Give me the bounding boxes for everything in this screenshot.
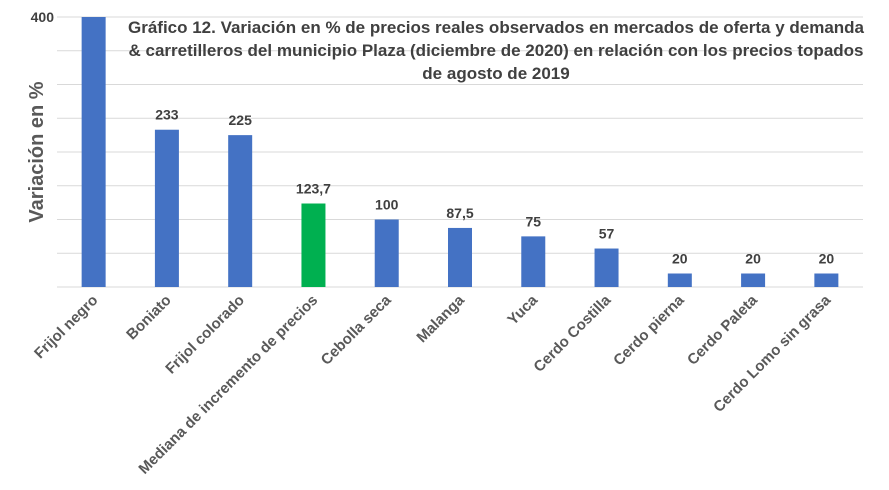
x-tick-label: Cebolla seca <box>318 291 395 368</box>
chart-title-line: Gráfico 12. Variación en % de precios re… <box>128 18 865 37</box>
bar <box>301 203 326 287</box>
x-tick-label: Cerdo Lomo sin grasa <box>710 291 834 415</box>
bars <box>81 17 839 287</box>
data-label: 75 <box>525 213 541 229</box>
x-tick-label: Yuca <box>504 291 541 328</box>
data-label: 20 <box>672 251 688 267</box>
data-label: 233 <box>155 107 179 123</box>
data-label: 123,7 <box>296 181 331 197</box>
bar <box>448 227 472 287</box>
gridlines <box>57 16 863 288</box>
x-tick-label: Cerdo pierna <box>610 291 688 369</box>
bar <box>594 248 619 287</box>
data-label: 100 <box>375 197 399 213</box>
bar <box>154 129 179 287</box>
y-tick-label: 400 <box>31 9 55 25</box>
data-label: 87,5 <box>446 205 473 221</box>
chart-title: Gráfico 12. Variación en % de precios re… <box>128 18 865 83</box>
bar <box>521 236 546 287</box>
data-label: 57 <box>599 226 615 242</box>
x-tick-label: Cerdo Costilla <box>530 291 614 375</box>
chart-title-line: de agosto de 2019 <box>422 64 569 83</box>
bar <box>667 273 692 287</box>
y-axis-label: Variación en % <box>26 81 48 222</box>
bar <box>228 135 253 287</box>
chart-title-line: & carretilleros del municipio Plaza (dic… <box>128 41 863 60</box>
data-label: 20 <box>745 251 761 267</box>
data-label: 20 <box>819 251 835 267</box>
bar <box>814 273 839 287</box>
data-labels: 233 225 123,7 100 87,5 75 57 20 20 20 <box>155 107 834 267</box>
bar <box>81 17 106 287</box>
bar <box>741 273 766 287</box>
bar <box>374 219 399 287</box>
x-tick-label: Cerdo Paleta <box>684 291 761 368</box>
data-label: 225 <box>229 112 253 128</box>
x-tick-label: Boniato <box>123 292 174 343</box>
x-tick-label: Malanga <box>413 291 468 346</box>
x-tick-label: Frijol negro <box>31 292 101 362</box>
y-tick-labels: 400 <box>31 9 55 25</box>
